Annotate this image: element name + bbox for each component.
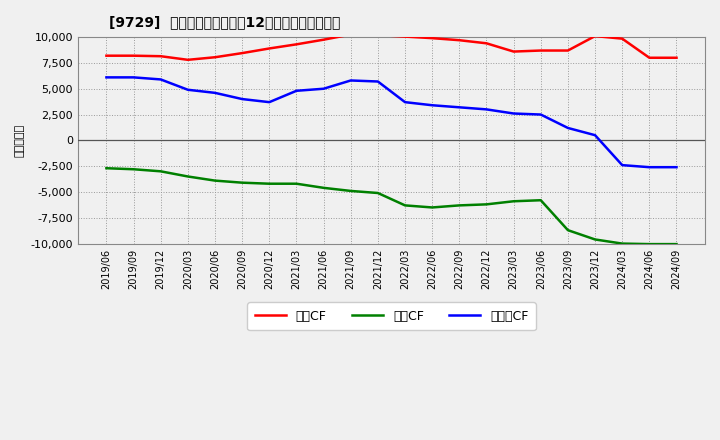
投資CF (401, 203, 410, 208)
営業CF (645, 55, 654, 60)
営業CF (590, 33, 599, 39)
営業CF (130, 53, 138, 59)
投資CF (428, 205, 436, 210)
フリーCF (292, 88, 301, 93)
投資CF (102, 165, 111, 171)
フリーCF (130, 75, 138, 80)
投資CF (319, 185, 328, 191)
フリーCF (590, 132, 599, 138)
営業CF (509, 49, 518, 54)
フリーCF (428, 103, 436, 108)
投資CF (346, 188, 355, 194)
フリーCF (564, 125, 572, 131)
投資CF (536, 198, 545, 203)
Y-axis label: （百万円）: （百万円） (15, 124, 25, 157)
投資CF (618, 241, 626, 246)
営業CF (618, 36, 626, 41)
Text: [9729]  キャッシュフローの12か月移動合計の推移: [9729] キャッシュフローの12か月移動合計の推移 (109, 15, 341, 29)
営業CF (564, 48, 572, 53)
営業CF (536, 48, 545, 53)
Line: 営業CF: 営業CF (107, 34, 677, 60)
投資CF (265, 181, 274, 187)
フリーCF (509, 111, 518, 116)
営業CF (428, 36, 436, 41)
投資CF (672, 242, 681, 247)
営業CF (238, 51, 246, 56)
営業CF (672, 55, 681, 60)
フリーCF (184, 87, 192, 92)
フリーCF (319, 86, 328, 92)
フリーCF (618, 162, 626, 168)
フリーCF (645, 165, 654, 170)
営業CF (374, 33, 382, 38)
投資CF (184, 174, 192, 179)
営業CF (319, 37, 328, 42)
Line: 投資CF: 投資CF (107, 168, 677, 244)
Line: フリーCF: フリーCF (107, 77, 677, 167)
営業CF (102, 53, 111, 59)
フリーCF (346, 78, 355, 83)
投資CF (482, 202, 491, 207)
フリーCF (672, 165, 681, 170)
営業CF (156, 54, 165, 59)
フリーCF (156, 77, 165, 82)
投資CF (645, 242, 654, 247)
フリーCF (265, 99, 274, 105)
投資CF (238, 180, 246, 185)
投資CF (156, 169, 165, 174)
投資CF (590, 237, 599, 242)
Legend: 営業CF, 投資CF, フリーCF: 営業CF, 投資CF, フリーCF (247, 302, 536, 330)
投資CF (130, 167, 138, 172)
営業CF (292, 42, 301, 47)
フリーCF (401, 99, 410, 105)
フリーCF (482, 107, 491, 112)
投資CF (455, 203, 464, 208)
営業CF (184, 57, 192, 62)
営業CF (482, 40, 491, 46)
営業CF (401, 34, 410, 39)
営業CF (211, 55, 220, 60)
フリーCF (102, 75, 111, 80)
投資CF (564, 227, 572, 233)
投資CF (374, 191, 382, 196)
営業CF (346, 32, 355, 37)
営業CF (265, 46, 274, 51)
投資CF (509, 198, 518, 204)
フリーCF (238, 96, 246, 102)
投資CF (292, 181, 301, 187)
フリーCF (455, 105, 464, 110)
フリーCF (211, 90, 220, 95)
フリーCF (374, 79, 382, 84)
フリーCF (536, 112, 545, 117)
営業CF (455, 37, 464, 43)
投資CF (211, 178, 220, 183)
